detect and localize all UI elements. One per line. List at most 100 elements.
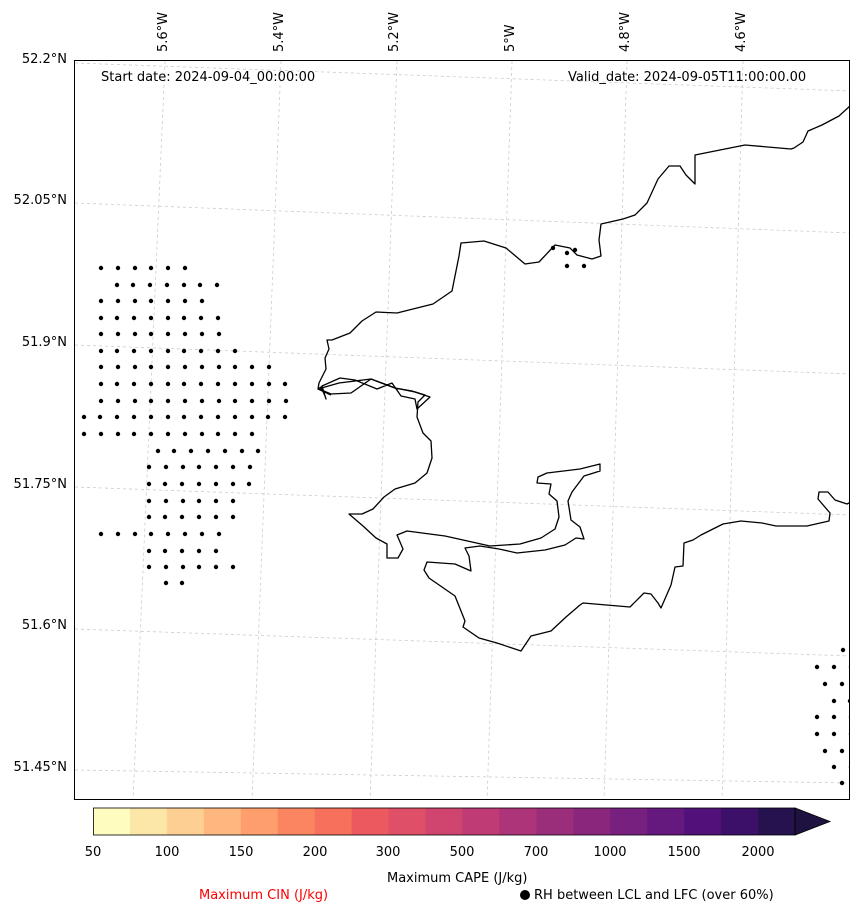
map-canvas[interactable] <box>75 61 850 800</box>
rh-dot <box>165 531 171 537</box>
parallel-line <box>75 628 849 657</box>
rh-dot <box>249 398 255 404</box>
rh-dot <box>564 263 570 269</box>
rh-dot <box>165 331 171 337</box>
rh-dot <box>114 414 120 420</box>
rh-dot <box>165 431 171 437</box>
rh-dot <box>814 731 820 737</box>
rh-dot-icon <box>520 890 530 900</box>
lon-label-5.6w: 5.6°W <box>156 11 171 52</box>
rh-dot <box>822 748 828 754</box>
lon-label-5.2w: 5.2°W <box>387 11 402 52</box>
rh-dot <box>181 414 187 420</box>
colorbar-cell <box>240 808 279 835</box>
rh-dot <box>216 531 222 537</box>
rh-dot <box>205 448 211 454</box>
rh-dot <box>132 265 138 271</box>
parallel-line <box>75 202 849 234</box>
rh-dot <box>215 381 221 387</box>
rh-dot <box>266 398 272 404</box>
coastline-main <box>317 105 849 410</box>
rh-dot <box>249 431 255 437</box>
rh-dot <box>213 564 219 570</box>
rh-dot <box>216 364 222 370</box>
rh-dot <box>247 464 253 470</box>
rh-dot <box>213 481 219 487</box>
rh-dot <box>132 531 138 537</box>
colorbar-tick: 500 <box>449 845 475 860</box>
rh-dot <box>246 481 252 487</box>
cin-legend-label: Maximum CIN (J/kg) <box>199 888 329 903</box>
rh-dot <box>216 331 222 337</box>
rh-dot <box>114 348 120 354</box>
rh-dot <box>198 315 204 321</box>
rh-dot <box>199 298 205 304</box>
rh-dot <box>848 733 849 735</box>
rh-dot <box>81 414 87 420</box>
valid-date-label: Valid_date: 2024-09-05T11:00:00.00 <box>568 70 807 85</box>
rh-dot <box>198 348 204 354</box>
rh-dot <box>232 381 238 387</box>
rh-dot <box>98 331 104 337</box>
rh-dot <box>266 364 272 370</box>
rh-dot <box>114 381 120 387</box>
rh-dot <box>215 315 221 321</box>
rh-dot <box>847 699 849 703</box>
rh-dot <box>115 364 121 370</box>
lat-label-52.2n: 52.2°N <box>21 52 67 67</box>
colorbar-cell <box>721 808 759 835</box>
meridian-line <box>721 61 744 799</box>
rh-dot <box>98 398 104 404</box>
meridian-line <box>369 61 398 799</box>
rh-dot <box>155 448 161 454</box>
rh-dot <box>265 414 271 420</box>
rh-dot <box>131 348 137 354</box>
meridian-line <box>603 61 628 799</box>
rh-dot <box>230 464 236 470</box>
rh-dot <box>230 498 236 504</box>
rh-dot <box>148 364 154 370</box>
rh-dot <box>148 414 154 420</box>
colorbar-tick: 150 <box>228 845 254 860</box>
rh-dot <box>232 398 238 404</box>
rh-dot <box>213 498 219 504</box>
rh-dot <box>115 431 121 437</box>
colorbar-tick: 100 <box>154 845 180 860</box>
colorbar-tick: 1000 <box>593 845 627 860</box>
rh-dot <box>146 498 152 504</box>
colorbar-cell <box>351 808 390 835</box>
rh-dot <box>182 398 188 404</box>
map-frame[interactable] <box>74 60 850 800</box>
colorbar-outline <box>93 807 796 836</box>
rh-legend-label: RH between LCL and LFC (over 60%) <box>534 888 774 903</box>
rh-dot <box>181 282 187 288</box>
rh-dot <box>196 548 202 554</box>
colorbar-cell <box>684 808 722 835</box>
rh-dot <box>283 398 289 404</box>
rh-dot <box>146 564 152 570</box>
rh-dot <box>179 481 185 487</box>
rh-dot <box>550 245 556 251</box>
rh-dot <box>131 381 137 387</box>
lon-label-4.8w: 4.8°W <box>618 11 633 52</box>
rh-dot <box>98 531 104 537</box>
rh-dot <box>132 331 138 337</box>
parallel-line <box>75 486 849 516</box>
colorbar-cell <box>203 808 242 835</box>
rh-dot <box>198 381 204 387</box>
rh-dot <box>180 498 186 504</box>
rh-dot <box>814 714 820 720</box>
colorbar-cell <box>425 808 463 835</box>
rh-dot <box>572 247 578 253</box>
rh-dot <box>213 548 219 554</box>
colorbar-cell <box>647 808 685 835</box>
rh-dot <box>165 315 171 321</box>
rh-dot <box>165 381 171 387</box>
rh-dot <box>165 298 171 304</box>
colorbar-cell <box>462 808 500 835</box>
rh-dot <box>196 498 202 504</box>
rh-dot <box>199 531 205 537</box>
rh-dot <box>182 265 188 271</box>
rh-dot <box>182 531 188 537</box>
rh-dot <box>147 282 153 288</box>
